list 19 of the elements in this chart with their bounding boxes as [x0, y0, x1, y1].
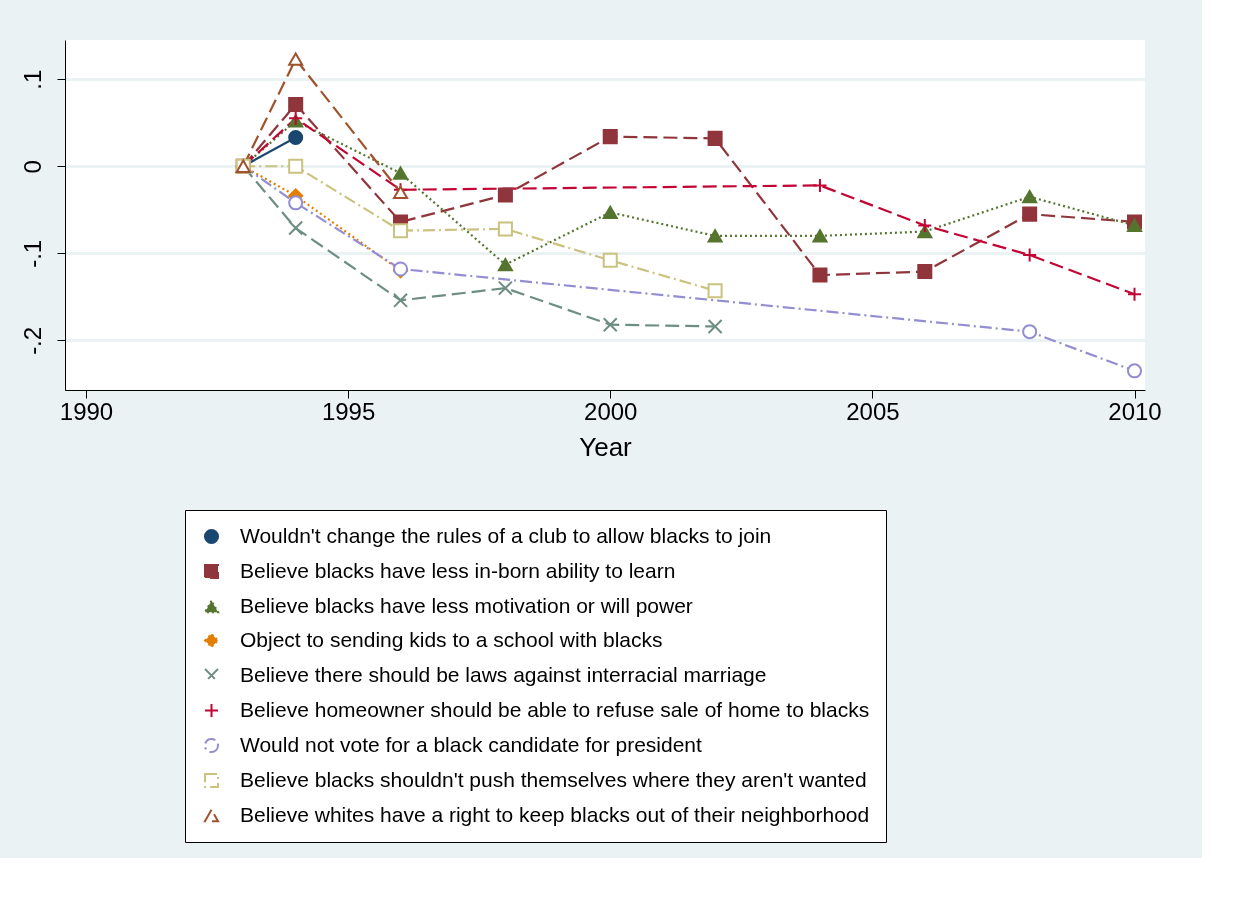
x-axis-title: Year — [579, 431, 633, 462]
x-tick-label: 2000 — [584, 397, 638, 425]
legend-label: Believe blacks shouldn't push themselves where they aren't wanted — [240, 767, 867, 791]
legend-label: Believe homeowner should be able to refuse sale of home to blacks — [240, 697, 870, 721]
x-tick-label: 1995 — [321, 397, 376, 425]
legend-label: Believe blacks have less in-born ability to learn — [240, 558, 676, 582]
y-tick-label: -.1 — [18, 239, 46, 268]
legend-label: Believe whites have a right to keep blacks out of their neighborhood — [240, 802, 870, 826]
x-tick-label: 2010 — [1108, 397, 1162, 425]
y-tick-label: .1 — [18, 69, 46, 90]
legend-label: Wouldn't change the rules of a club to allow blacks to join — [240, 523, 772, 547]
legend-label: Believe there should be laws against interracial marriage — [240, 662, 767, 686]
y-tick-label: 0 — [18, 160, 46, 174]
legend-label: Believe blacks have less motivation or will power — [240, 593, 693, 617]
x-tick-label: 2005 — [846, 397, 900, 425]
legend-label: Object to sending kids to a school with blacks — [240, 627, 663, 651]
legend-label: Would not vote for a black candidate for president — [240, 732, 703, 756]
x-tick-label: 1990 — [59, 397, 114, 425]
y-tick-label: -.2 — [18, 326, 46, 355]
